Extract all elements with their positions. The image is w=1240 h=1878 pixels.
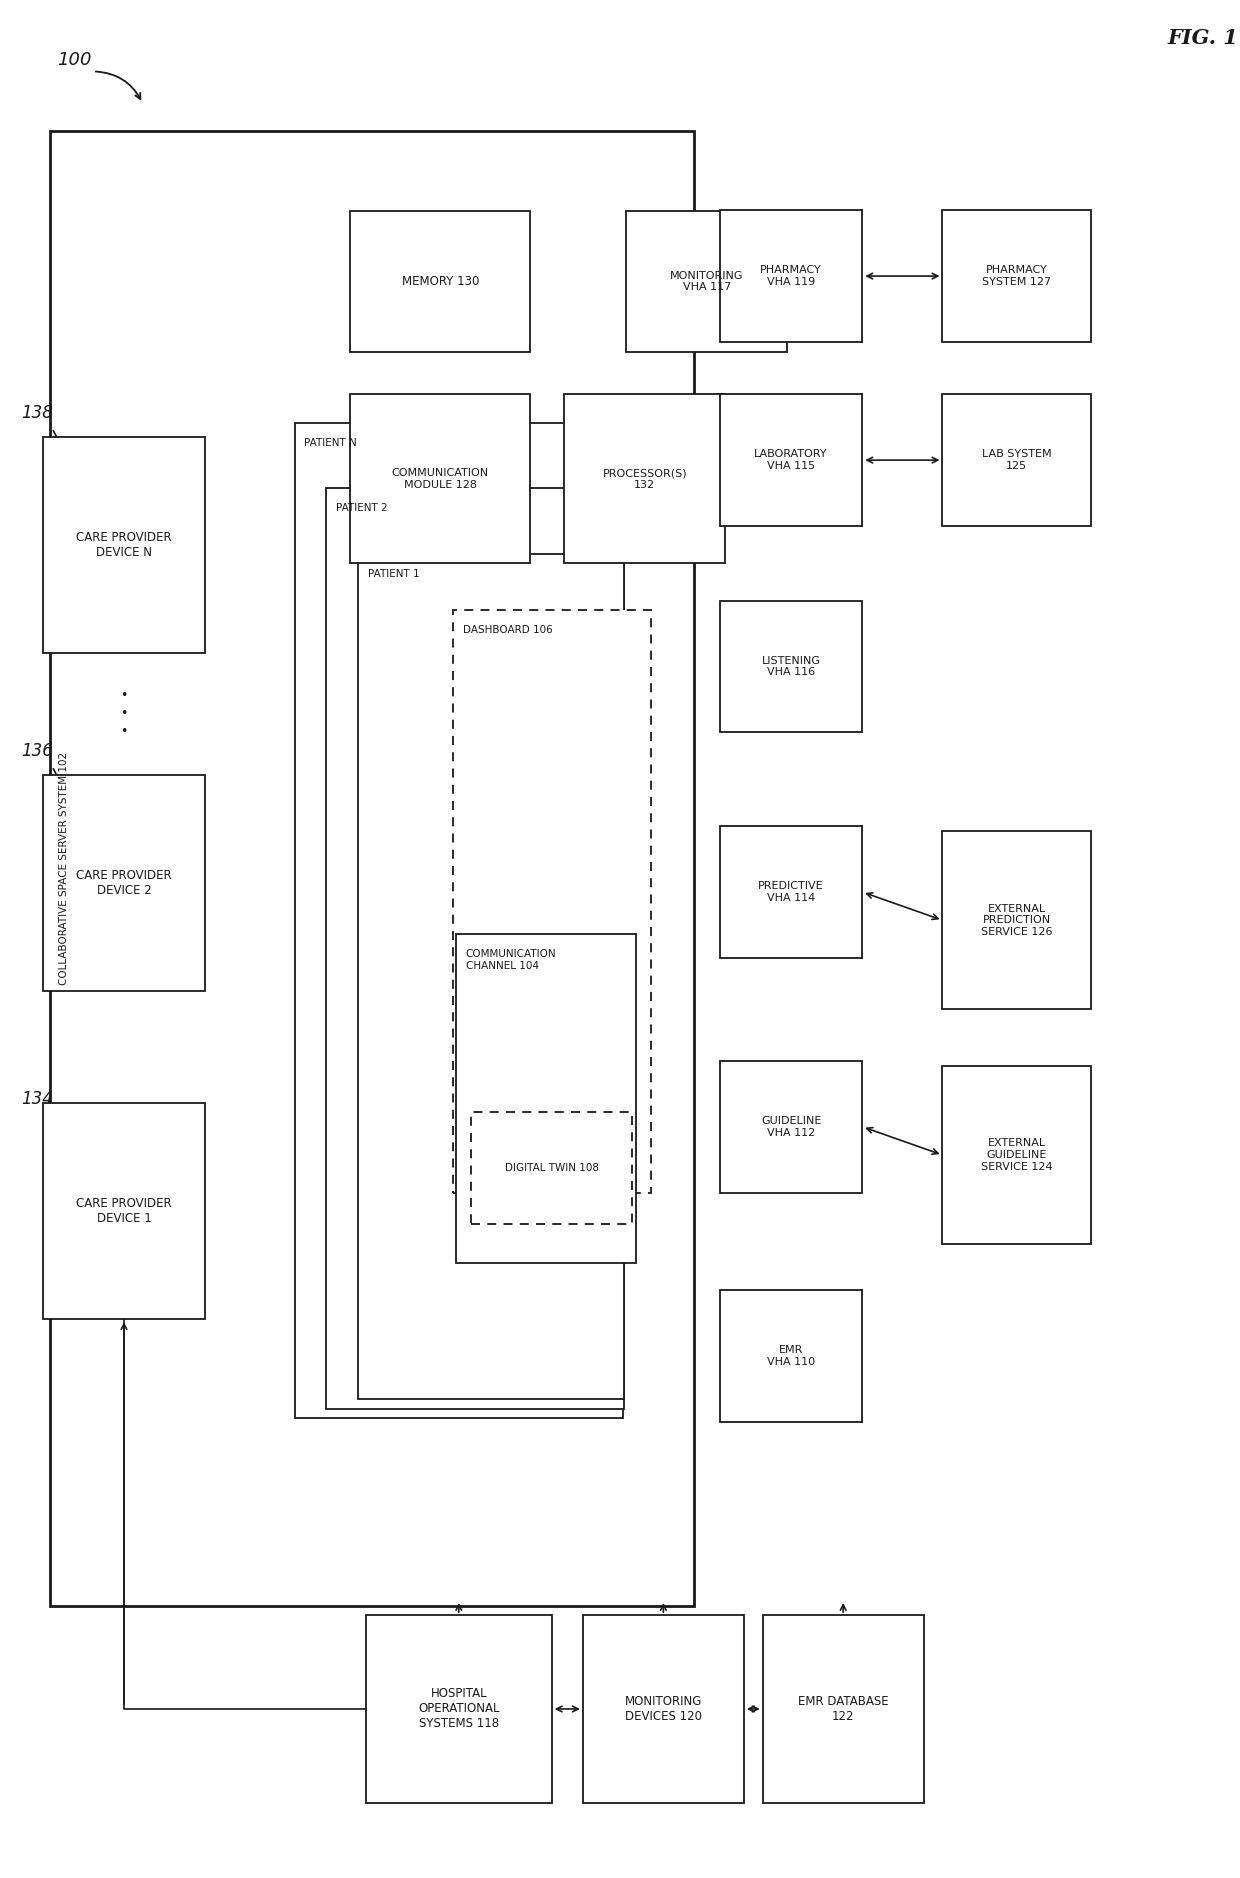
Bar (43, 1102, 205, 1318)
Text: 136: 136 (21, 742, 53, 761)
Text: GUIDELINE
VHA 112: GUIDELINE VHA 112 (761, 1116, 821, 1138)
Bar (350, 210, 529, 351)
Bar (942, 1065, 1091, 1243)
Text: EXTERNAL
PREDICTION
SERVICE 126: EXTERNAL PREDICTION SERVICE 126 (981, 903, 1053, 937)
Text: COMMUNICATION
CHANNEL 104: COMMUNICATION CHANNEL 104 (466, 950, 557, 971)
Bar (942, 210, 1091, 342)
Bar (326, 488, 624, 1408)
Bar (942, 830, 1091, 1008)
Bar (50, 131, 694, 1606)
Bar (719, 210, 863, 342)
Text: EMR
VHA 110: EMR VHA 110 (768, 1345, 815, 1367)
Bar (942, 394, 1091, 526)
Bar (295, 423, 622, 1418)
Text: MONITORING
VHA 117: MONITORING VHA 117 (670, 270, 744, 293)
Bar (43, 774, 205, 992)
Bar (719, 826, 863, 958)
Text: COMMUNICATION
MODULE 128: COMMUNICATION MODULE 128 (392, 468, 489, 490)
Text: PATIENT 1: PATIENT 1 (368, 569, 419, 578)
Text: •
•
•: • • • (120, 689, 128, 738)
Bar (456, 933, 635, 1262)
Text: PHARMACY
SYSTEM 127: PHARMACY SYSTEM 127 (982, 265, 1052, 287)
Text: CARE PROVIDER
DEVICE 1: CARE PROVIDER DEVICE 1 (76, 1198, 172, 1224)
Text: PROCESSOR(S)
132: PROCESSOR(S) 132 (603, 468, 687, 490)
Text: DIGITAL TWIN 108: DIGITAL TWIN 108 (505, 1162, 599, 1174)
Text: COLLABORATIVE SPACE SERVER SYSTEM 102: COLLABORATIVE SPACE SERVER SYSTEM 102 (60, 751, 69, 986)
Bar (471, 1112, 632, 1224)
Bar (719, 1290, 863, 1422)
Bar (626, 210, 787, 351)
Text: PHARMACY
VHA 119: PHARMACY VHA 119 (760, 265, 822, 287)
Text: CARE PROVIDER
DEVICE N: CARE PROVIDER DEVICE N (76, 531, 172, 558)
Text: HOSPITAL
OPERATIONAL
SYSTEMS 118: HOSPITAL OPERATIONAL SYSTEMS 118 (418, 1688, 500, 1730)
Bar (719, 394, 863, 526)
Text: 138: 138 (21, 404, 53, 423)
Bar (719, 1061, 863, 1193)
Text: PATIENT N: PATIENT N (305, 438, 357, 447)
Text: PATIENT 2: PATIENT 2 (336, 503, 388, 513)
Text: FIG. 1: FIG. 1 (1167, 28, 1239, 47)
Text: LISTENING
VHA 116: LISTENING VHA 116 (761, 655, 821, 678)
Text: PREDICTIVE
VHA 114: PREDICTIVE VHA 114 (759, 881, 823, 903)
Text: EMR DATABASE
122: EMR DATABASE 122 (797, 1696, 889, 1722)
Text: EXTERNAL
GUIDELINE
SERVICE 124: EXTERNAL GUIDELINE SERVICE 124 (981, 1138, 1053, 1172)
Bar (583, 1615, 744, 1803)
Bar (453, 610, 651, 1193)
Text: MEMORY 130: MEMORY 130 (402, 276, 479, 287)
Text: MONITORING
DEVICES 120: MONITORING DEVICES 120 (625, 1696, 702, 1722)
Bar (43, 436, 205, 652)
Bar (350, 394, 529, 563)
Text: 134: 134 (21, 1089, 53, 1108)
Text: 100: 100 (57, 51, 92, 69)
Text: DASHBOARD 106: DASHBOARD 106 (463, 625, 552, 635)
Bar (366, 1615, 552, 1803)
Bar (358, 554, 625, 1399)
Text: LAB SYSTEM
125: LAB SYSTEM 125 (982, 449, 1052, 471)
Bar (564, 394, 725, 563)
Text: CARE PROVIDER
DEVICE 2: CARE PROVIDER DEVICE 2 (76, 870, 172, 896)
Bar (763, 1615, 924, 1803)
Bar (719, 601, 863, 732)
Text: LABORATORY
VHA 115: LABORATORY VHA 115 (754, 449, 828, 471)
